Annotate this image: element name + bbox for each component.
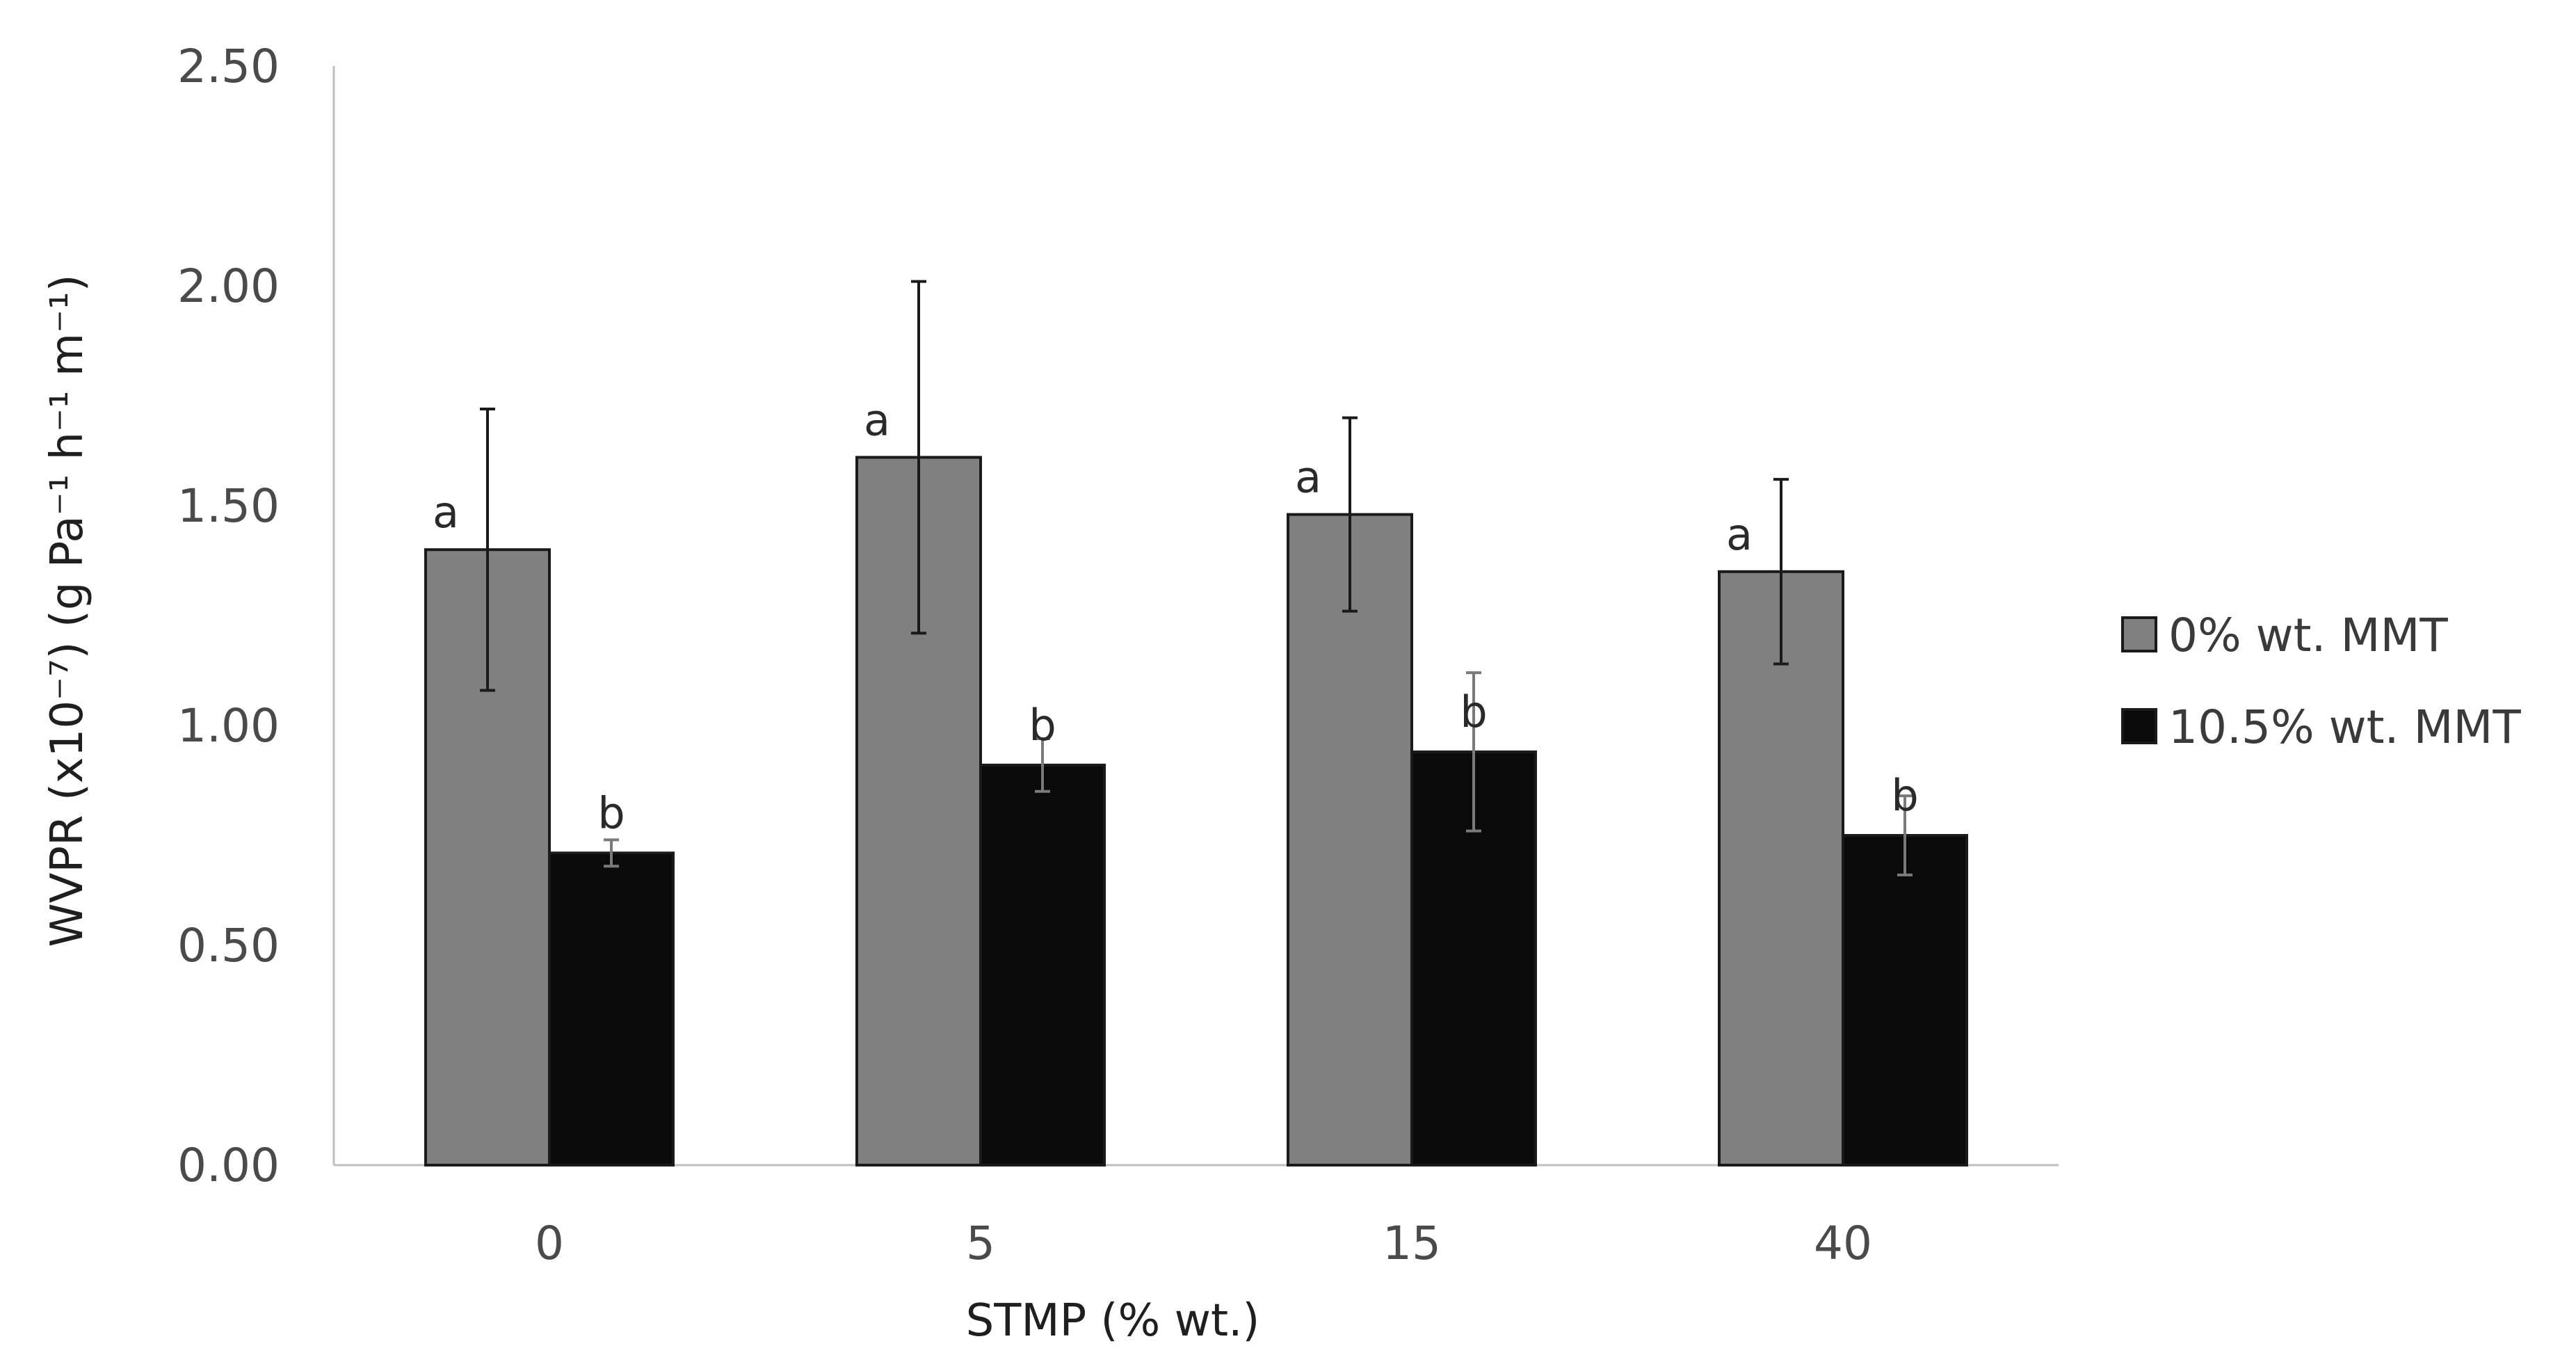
significance-label: a — [1295, 452, 1321, 503]
y-tick-label: 1.50 — [177, 479, 280, 533]
legend: 0% wt. MMT 10.5% wt. MMT — [2121, 609, 2521, 754]
legend-label: 0% wt. MMT — [2168, 609, 2448, 662]
bar — [1718, 570, 1844, 1166]
x-tick-label: 0 — [535, 1217, 564, 1270]
y-tick-label: 0.00 — [177, 1139, 280, 1192]
x-tick-label: 5 — [966, 1217, 995, 1270]
bar — [548, 851, 675, 1167]
axes: 0.00 0.50 1.00 1.50 2.00 2.50 0 5 15 40 — [177, 40, 2059, 1270]
legend-swatch — [2121, 616, 2157, 652]
bar — [979, 763, 1106, 1166]
y-axis-title: WVPR (x10⁻⁷) (g Pa⁻¹ h⁻¹ m⁻¹) — [42, 274, 93, 947]
x-tick-label: 40 — [1814, 1217, 1872, 1270]
significance-label: a — [433, 487, 459, 538]
significance-label: a — [864, 394, 890, 445]
significance-labels: a a a a b b b b — [433, 394, 1919, 838]
significance-label: b — [1460, 687, 1487, 737]
y-tick-label: 2.00 — [177, 259, 280, 313]
x-tick-label: 15 — [1383, 1217, 1441, 1270]
bars — [424, 456, 1968, 1167]
significance-label: a — [1726, 509, 1753, 560]
bar — [1287, 513, 1413, 1166]
y-tick-label: 1.00 — [177, 699, 280, 753]
error-bars — [480, 280, 1913, 876]
significance-label: b — [1891, 770, 1918, 821]
legend-label: 10.5% wt. MMT — [2168, 700, 2521, 754]
significance-label: b — [1029, 700, 1056, 751]
significance-label: b — [597, 787, 625, 838]
bar — [1842, 834, 1968, 1166]
legend-swatch — [2121, 708, 2157, 744]
y-tick-label: 0.50 — [177, 919, 280, 972]
x-axis-title: STMP (% wt.) — [966, 1295, 1260, 1347]
y-tick-label: 2.50 — [177, 40, 280, 93]
